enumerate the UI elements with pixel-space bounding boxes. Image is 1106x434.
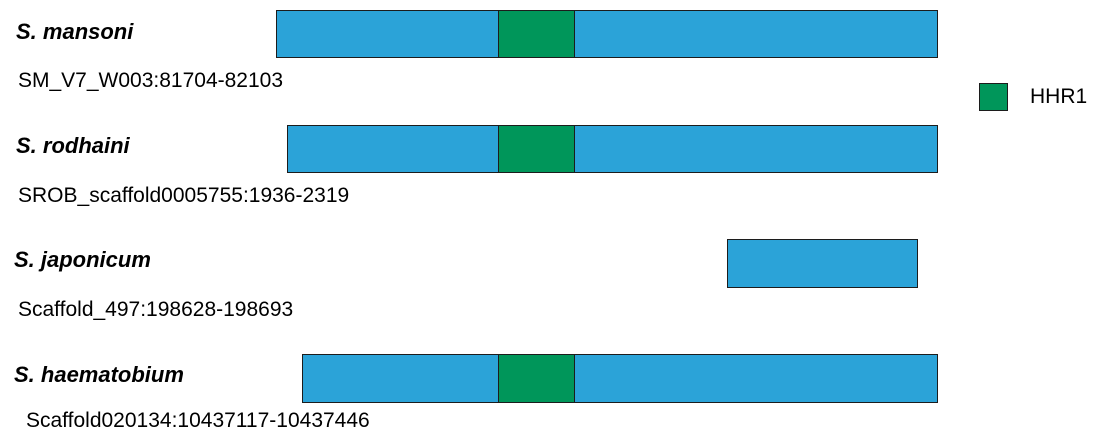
locus-label: SROB_scaffold0005755:1936-2319 xyxy=(18,184,350,207)
legend-hhr1-swatch xyxy=(979,83,1008,111)
sequence-bar xyxy=(727,239,918,288)
sequence-bar xyxy=(287,125,938,173)
hhr1-domain xyxy=(498,10,575,58)
locus-label: Scaffold020134:10437117-10437446 xyxy=(26,409,370,432)
hhr1-domain xyxy=(498,354,575,403)
hhr1-domain xyxy=(498,125,575,173)
species-label: S. haematobium xyxy=(14,362,184,387)
locus-label: SM_V7_W003:81704-82103 xyxy=(18,69,284,92)
sequence-bar xyxy=(302,354,938,403)
legend-hhr1-label: HHR1 xyxy=(1030,85,1088,108)
sequence-bar xyxy=(276,10,938,58)
species-label: S. rodhaini xyxy=(16,133,130,158)
species-label: S. mansoni xyxy=(16,19,134,44)
locus-label: Scaffold_497:198628-198693 xyxy=(18,298,294,321)
species-label: S. japonicum xyxy=(14,247,151,272)
